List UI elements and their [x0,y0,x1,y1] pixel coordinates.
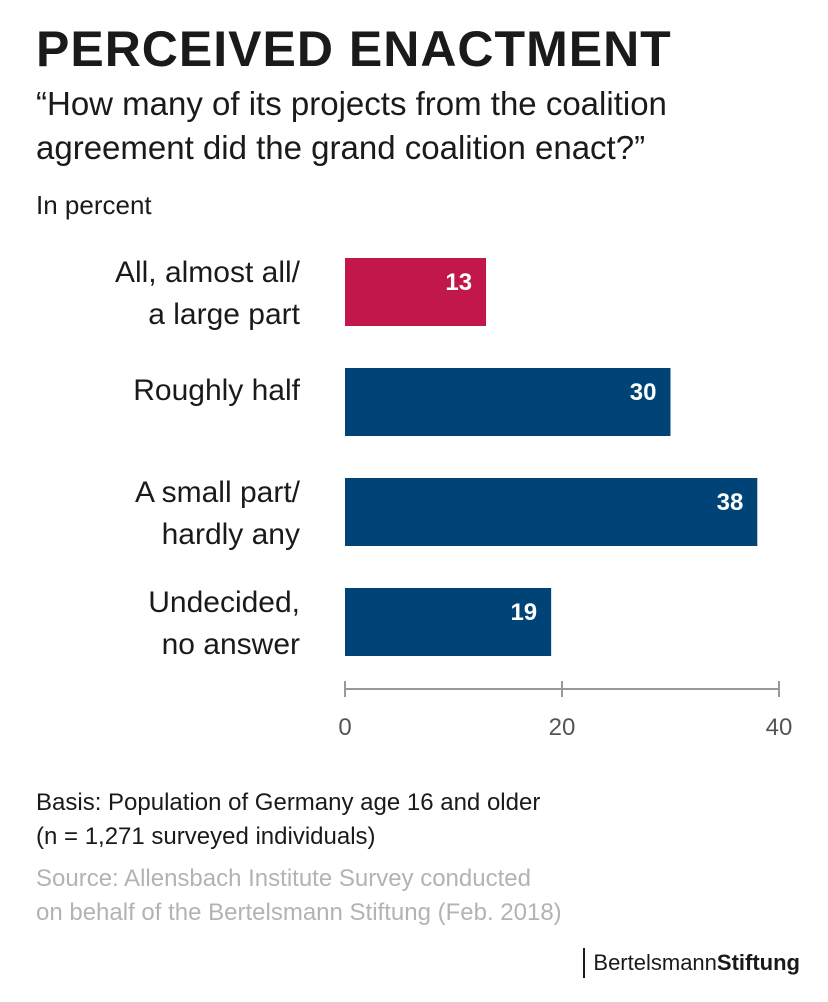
bar-chart: 13 All, almost all/a large part 30 Roughly … [115,256,793,741]
chart-subtitle: “How many of its projects from the coali… [36,85,667,166]
x-tick-label-2: 40 [766,714,793,741]
category-label-1-0: Roughly half [133,374,300,407]
brand-name-part1: Bertelsmann [593,950,717,975]
source-line-2: on behalf of the Bertelsmann Stiftung (F… [36,899,562,926]
data-label-3: 19 [510,599,537,626]
bar-1 [345,368,671,436]
bar-2 [345,478,758,546]
chart-title: PERCEIVED ENACTMENT [36,21,672,77]
category-label-0-0: All, almost all/ [115,256,301,289]
basis-note: Basis: Population of Germany age 16 and … [36,786,540,854]
x-tick-label-1: 20 [549,714,576,741]
basis-line-2: (n = 1,271 surveyed individuals) [36,823,376,850]
data-label-0: 13 [445,269,472,296]
data-label-1: 30 [630,379,657,406]
category-label-3-0: Undecided, [148,586,300,619]
source-line-1: Source: Allensbach Institute Survey cond… [36,865,531,892]
category-label-3-1: no answer [162,628,300,661]
category-label-0-1: a large part [148,298,300,331]
x-tick-label-0: 0 [338,714,351,741]
category-label-2-1: hardly any [162,518,300,551]
basis-line-1: Basis: Population of Germany age 16 and … [36,789,541,816]
category-label-2-0: A small part/ [135,476,301,509]
bar-3 [345,588,552,656]
brand-logo: BertelsmannStiftung [583,948,800,978]
bar-0 [345,258,487,326]
data-label-2: 38 [717,489,744,516]
source-note: Source: Allensbach Institute Survey cond… [36,862,562,930]
brand-name-part2: Stiftung [716,950,800,975]
unit-label: In percent [36,190,152,220]
